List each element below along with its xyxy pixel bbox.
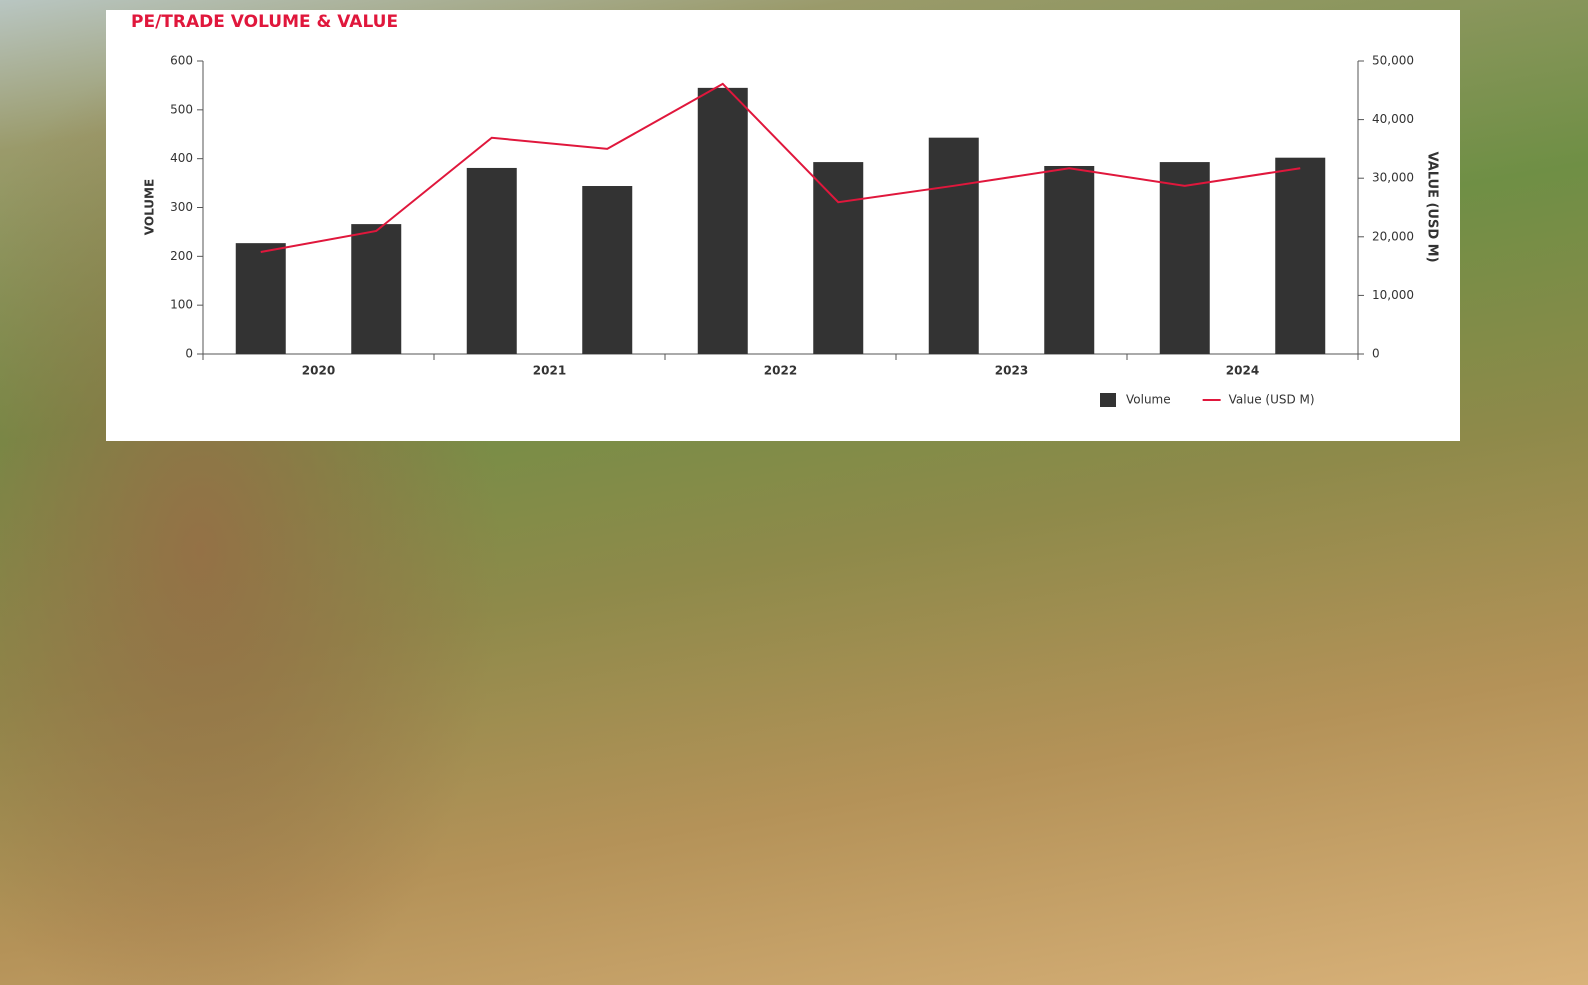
- x-group-label: 2023: [995, 364, 1028, 378]
- bar: [582, 186, 633, 354]
- bar: [928, 137, 979, 354]
- value-line: [260, 82, 1301, 254]
- bar: [235, 243, 286, 354]
- y2-tick-label: 30,000: [1372, 171, 1414, 185]
- x-group-label: 2021: [533, 364, 566, 378]
- legend-label: Volume: [1126, 393, 1171, 407]
- bar: [697, 87, 748, 354]
- chart-panel: [106, 10, 1460, 441]
- x-group-label: 2022: [764, 364, 797, 378]
- legend-swatch: [1100, 393, 1116, 407]
- y-axis-title: VOLUME: [143, 179, 157, 235]
- y2-axis-title: VALUE (USD M): [1425, 151, 1440, 262]
- bar: [1275, 157, 1326, 354]
- y-tick-label: 500: [170, 102, 193, 116]
- x-group-label: 2024: [1226, 364, 1259, 378]
- chart-title: PE/TRADE VOLUME & VALUE: [131, 12, 398, 32]
- bar: [1159, 162, 1210, 354]
- y2-tick-label: 40,000: [1372, 112, 1414, 126]
- bar: [351, 224, 402, 354]
- x-group-label: 2020: [302, 364, 335, 378]
- y-tick-label: 200: [170, 249, 193, 263]
- y2-tick-label: 50,000: [1372, 54, 1414, 68]
- bar: [813, 162, 864, 354]
- bar: [466, 167, 517, 354]
- bar: [1044, 165, 1095, 354]
- y-tick-label: 0: [185, 347, 193, 361]
- y-tick-label: 600: [170, 54, 193, 68]
- y2-tick-label: 10,000: [1372, 288, 1414, 302]
- y2-tick-label: 0: [1372, 347, 1380, 361]
- y-tick-label: 300: [170, 200, 193, 214]
- legend-label: Value (USD M): [1229, 393, 1315, 407]
- y2-tick-label: 20,000: [1372, 229, 1414, 243]
- y-tick-label: 400: [170, 151, 193, 165]
- y-tick-label: 100: [170, 298, 193, 312]
